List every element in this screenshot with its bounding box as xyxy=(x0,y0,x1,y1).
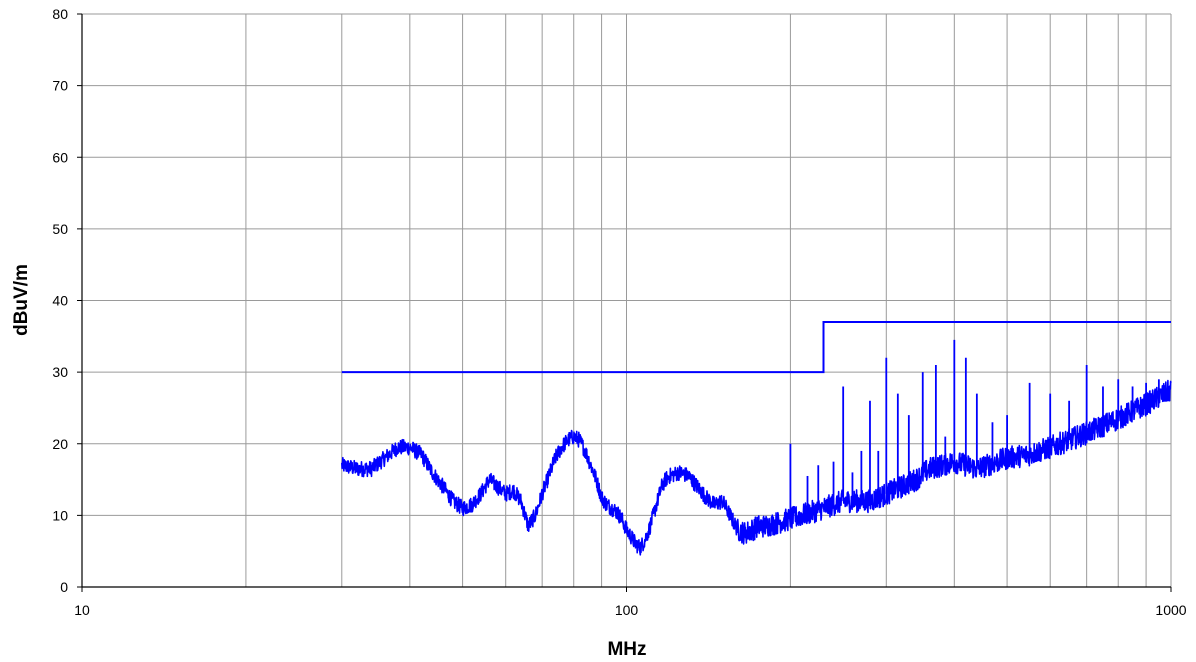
y-tick-label: 60 xyxy=(52,149,68,165)
y-axis-title: dBuV/m xyxy=(11,264,32,336)
y-tick-label: 10 xyxy=(52,507,68,523)
series-layer xyxy=(340,321,1172,556)
x-tick-label: 10 xyxy=(74,602,90,618)
y-tick-label: 30 xyxy=(52,364,68,380)
measurement-trace xyxy=(340,379,1172,556)
label-layer: 0 10 20 30 40 50 60 70 80 10 100 1000 xyxy=(52,6,1186,618)
y-tick-label: 80 xyxy=(52,6,68,22)
x-tick-label: 1000 xyxy=(1155,602,1186,618)
y-tick-label: 70 xyxy=(52,78,68,94)
limit-line xyxy=(341,321,1171,374)
axis-layer xyxy=(77,13,1172,592)
y-tick-label: 20 xyxy=(52,436,68,452)
y-tick-label: 40 xyxy=(52,293,68,309)
grid-layer xyxy=(82,13,1172,587)
x-tick-label: 100 xyxy=(615,602,639,618)
x-axis-title: MHz xyxy=(607,639,646,660)
y-tick-label: 0 xyxy=(60,579,68,595)
y-tick-label: 50 xyxy=(52,221,68,237)
